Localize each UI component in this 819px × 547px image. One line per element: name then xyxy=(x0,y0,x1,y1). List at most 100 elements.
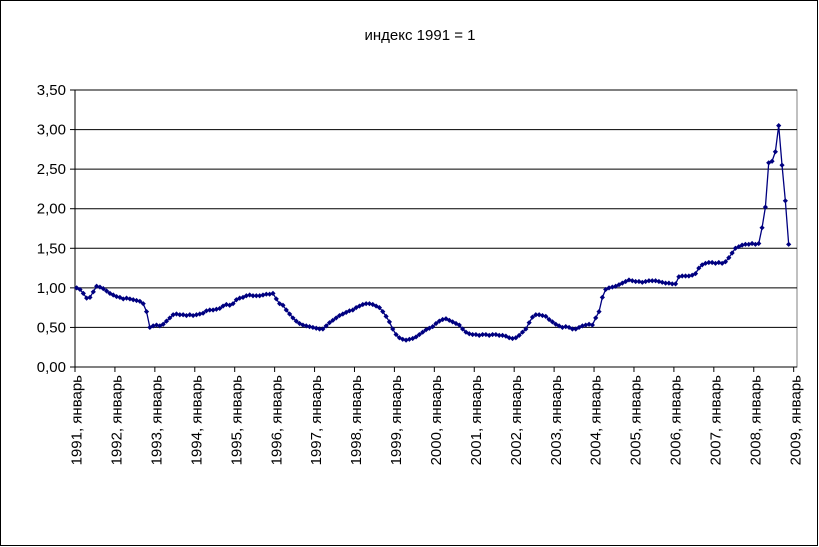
data-point xyxy=(646,278,652,284)
data-point xyxy=(506,335,512,341)
data-point xyxy=(450,319,456,325)
data-point xyxy=(676,274,682,280)
data-point xyxy=(426,325,432,331)
data-point xyxy=(476,332,482,338)
data-point xyxy=(84,295,90,301)
data-point xyxy=(776,123,782,129)
data-point xyxy=(227,302,233,308)
data-point xyxy=(446,317,452,323)
data-point xyxy=(606,285,612,291)
data-point xyxy=(170,312,176,318)
data-point xyxy=(716,259,722,266)
data-point xyxy=(104,288,110,294)
data-point xyxy=(173,311,180,317)
data-point xyxy=(383,313,389,319)
data-point xyxy=(533,312,539,318)
data-point xyxy=(316,326,323,332)
data-point xyxy=(616,282,622,288)
data-point xyxy=(346,308,353,314)
chart-title: индекс 1991 = 1 xyxy=(365,27,476,44)
data-point xyxy=(509,335,516,342)
data-point xyxy=(536,312,542,318)
data-point xyxy=(180,312,186,318)
data-point xyxy=(143,309,150,315)
data-point xyxy=(193,312,200,318)
data-point xyxy=(366,301,373,307)
data-point xyxy=(380,309,386,315)
data-point xyxy=(410,335,416,342)
data-point xyxy=(386,319,393,325)
data-point xyxy=(260,292,266,298)
y-tick-label: 2,00 xyxy=(37,201,66,218)
data-point xyxy=(742,241,749,247)
data-point xyxy=(280,302,286,308)
data-point xyxy=(649,278,655,284)
data-point xyxy=(666,280,672,286)
x-tick-label: 1992, январь xyxy=(109,375,126,466)
data-point xyxy=(513,335,519,341)
data-point xyxy=(80,290,86,296)
data-point xyxy=(772,149,778,155)
data-point xyxy=(722,259,729,265)
data-point xyxy=(639,279,645,285)
data-point xyxy=(596,309,602,315)
data-point xyxy=(400,336,406,342)
x-tick-label: 2009, январь xyxy=(787,375,804,466)
data-point xyxy=(253,293,259,299)
data-point xyxy=(460,326,466,332)
data-point xyxy=(726,255,732,261)
data-point xyxy=(310,324,316,331)
data-point xyxy=(496,332,502,338)
data-point xyxy=(390,326,396,332)
data-point xyxy=(300,322,306,328)
x-tick-label: 2008, январь xyxy=(747,375,764,466)
data-point xyxy=(729,250,735,256)
data-point xyxy=(556,323,562,329)
data-point xyxy=(686,273,692,279)
data-point xyxy=(456,322,462,328)
data-point xyxy=(486,332,492,338)
data-point xyxy=(87,294,93,300)
data-point xyxy=(626,277,632,283)
data-point xyxy=(223,301,229,308)
data-point xyxy=(200,310,206,316)
data-point xyxy=(363,301,369,307)
data-point xyxy=(74,285,80,291)
data-point xyxy=(273,296,279,302)
data-point xyxy=(479,331,486,338)
data-point xyxy=(579,323,585,329)
data-point xyxy=(330,317,336,323)
data-point xyxy=(679,273,685,279)
data-point xyxy=(177,312,183,318)
data-point xyxy=(376,305,383,311)
data-point xyxy=(652,278,659,284)
x-tick-label: 1994, январь xyxy=(188,375,205,466)
data-point xyxy=(406,336,412,342)
data-point xyxy=(669,281,675,287)
y-tick-label: 1,50 xyxy=(37,240,66,257)
data-point xyxy=(133,297,140,304)
data-point xyxy=(696,265,702,271)
data-point xyxy=(782,198,788,204)
data-point xyxy=(589,322,595,328)
x-tick-label: 1998, январь xyxy=(348,375,365,466)
x-tick-label: 1993, январь xyxy=(149,375,166,466)
data-point xyxy=(769,158,775,164)
data-point xyxy=(326,320,333,326)
data-point xyxy=(267,291,273,297)
data-point xyxy=(746,241,752,247)
data-point xyxy=(430,324,436,330)
x-tick-label: 2005, январь xyxy=(628,375,645,466)
y-tick-label: 3,00 xyxy=(37,122,66,139)
data-point xyxy=(396,335,403,341)
data-point xyxy=(643,278,649,285)
data-point xyxy=(466,331,472,337)
y-tick-label: 2,50 xyxy=(37,161,66,178)
data-point xyxy=(523,326,529,332)
data-point xyxy=(779,162,785,168)
plot-area xyxy=(74,89,798,368)
data-point xyxy=(656,278,662,285)
data-point xyxy=(360,301,366,308)
y-tick-label: 3,50 xyxy=(37,82,66,99)
